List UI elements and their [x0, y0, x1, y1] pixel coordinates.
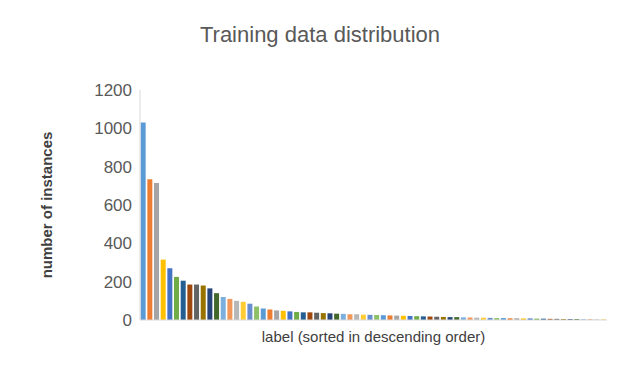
svg-text:1000: 1000 [94, 119, 132, 138]
svg-text:400: 400 [104, 234, 132, 253]
html-text:number of instances: number of instances [37, 131, 55, 279]
svg-text:800: 800 [104, 158, 132, 177]
svg-text:600: 600 [104, 196, 132, 215]
svg-text:200: 200 [104, 273, 132, 292]
html-text:Training data distribution: Training data distribution [199, 22, 440, 47]
svg-text:0: 0 [123, 311, 132, 330]
svg-text:1200: 1200 [94, 81, 132, 100]
html-text:label (sorted in descending or: label (sorted in descending order) [261, 328, 486, 345]
